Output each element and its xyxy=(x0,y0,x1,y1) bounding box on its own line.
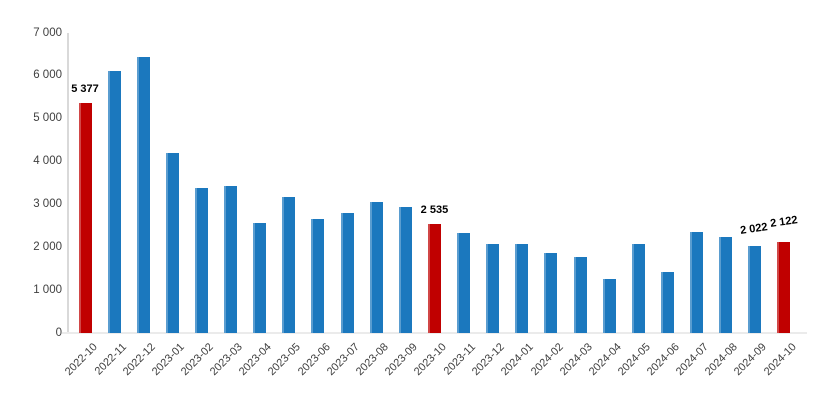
bar-2023-04 xyxy=(253,223,267,333)
bar-2023-07 xyxy=(340,212,354,333)
bar-2023-01 xyxy=(165,153,179,333)
bar-2024-02 xyxy=(544,253,558,333)
bar-2023-08 xyxy=(369,201,383,333)
bar-2024-08 xyxy=(719,236,733,333)
bar-2024-05 xyxy=(631,244,645,333)
bar-2023-03 xyxy=(224,185,238,333)
bar-2024-03 xyxy=(573,256,587,333)
y-tick-label: 6 000 xyxy=(33,69,62,82)
y-tick-label: 7 000 xyxy=(33,26,62,39)
value-label-2024-09: 2 022 xyxy=(739,221,769,238)
bar-2022-12 xyxy=(136,57,150,333)
bar-2023-09 xyxy=(398,207,412,333)
bar-2024-01 xyxy=(515,244,529,333)
y-tick-label: 4 000 xyxy=(33,155,62,168)
bar-2023-10 xyxy=(427,224,441,333)
bar-2023-11 xyxy=(457,232,471,333)
bar-2022-11 xyxy=(107,71,121,333)
bar-2024-10 xyxy=(777,242,791,333)
bar-2023-05 xyxy=(282,196,296,333)
y-tick-label: 0 xyxy=(55,326,62,339)
value-label-2023-10: 2 535 xyxy=(420,204,449,217)
bar-2024-07 xyxy=(690,231,704,333)
x-tick-label-2022-10: 2022-10 xyxy=(62,341,100,379)
y-axis-line xyxy=(67,33,69,333)
y-tick-label: 3 000 xyxy=(33,197,62,210)
bar-2023-06 xyxy=(311,219,325,333)
value-label-2022-10: 5 377 xyxy=(71,82,99,95)
bar-2024-06 xyxy=(660,271,674,333)
value-label-2024-10: 2 122 xyxy=(769,214,799,230)
bar-2024-04 xyxy=(602,278,616,333)
x-axis-baseline xyxy=(62,332,807,334)
bar-2022-10 xyxy=(78,102,92,333)
y-tick-label: 2 000 xyxy=(33,240,62,253)
bar-2023-12 xyxy=(486,244,500,333)
bar-2024-09 xyxy=(748,246,762,333)
y-tick-label: 1 000 xyxy=(33,283,62,296)
y-tick-label: 5 000 xyxy=(33,112,62,125)
bar-2023-02 xyxy=(194,188,208,333)
